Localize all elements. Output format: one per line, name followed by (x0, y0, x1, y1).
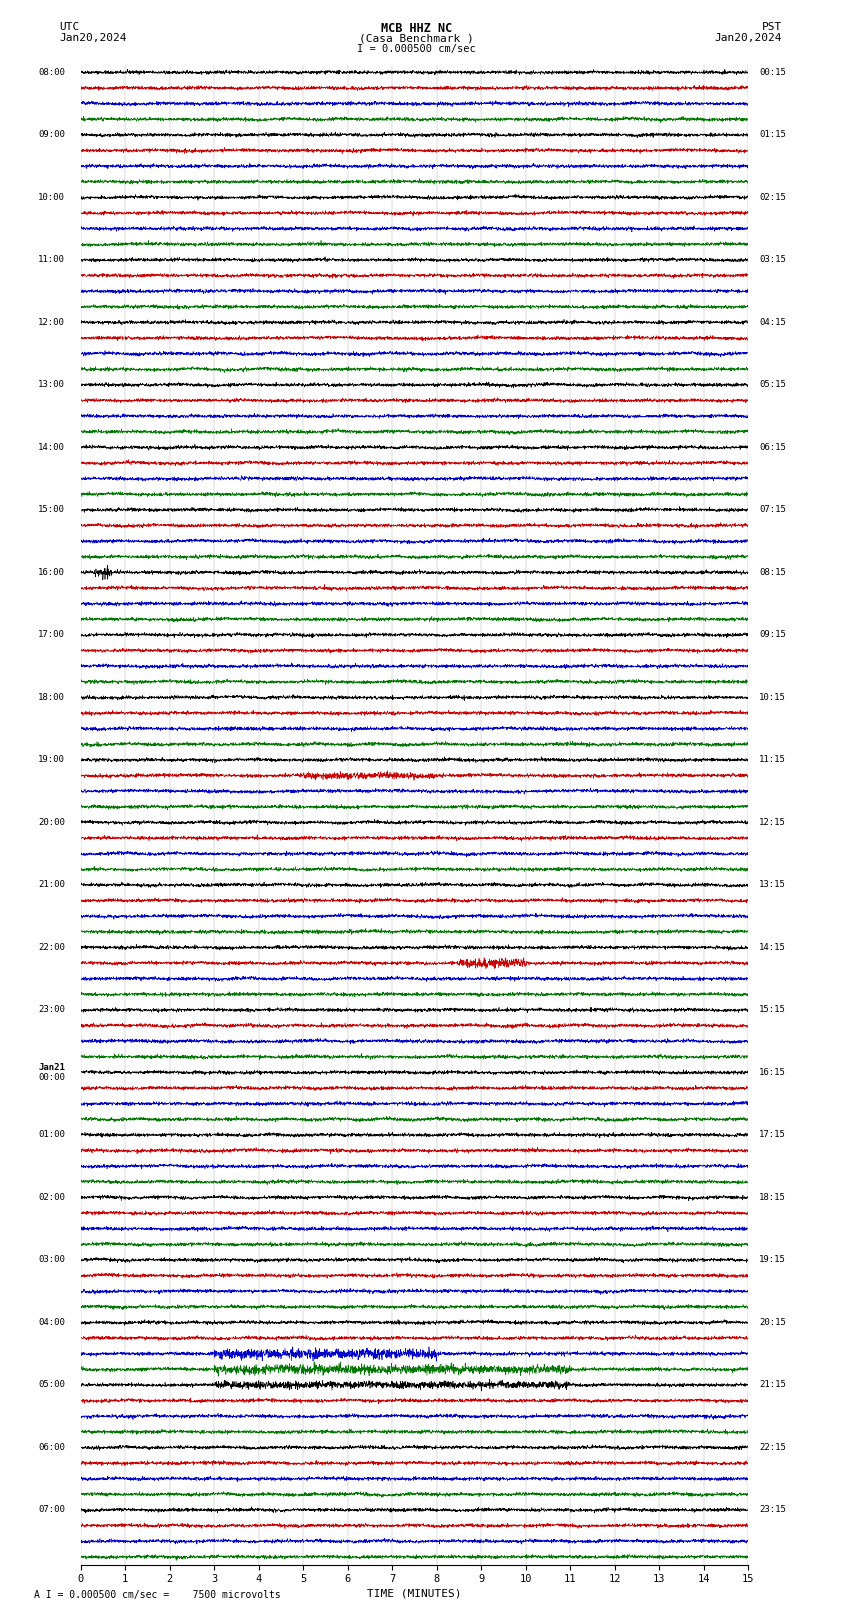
Text: 13:00: 13:00 (38, 381, 65, 389)
Text: 06:15: 06:15 (759, 444, 786, 452)
Text: 04:00: 04:00 (38, 1318, 65, 1327)
Text: 02:15: 02:15 (759, 194, 786, 202)
Text: 08:15: 08:15 (759, 568, 786, 577)
Text: 20:15: 20:15 (759, 1318, 786, 1327)
Text: 10:15: 10:15 (759, 694, 786, 702)
Text: 16:15: 16:15 (759, 1068, 786, 1077)
Text: 21:00: 21:00 (38, 881, 65, 889)
Text: 12:15: 12:15 (759, 818, 786, 827)
Text: 06:00: 06:00 (38, 1444, 65, 1452)
Text: PST: PST (762, 23, 782, 32)
Text: 20:00: 20:00 (38, 818, 65, 827)
Text: 07:00: 07:00 (38, 1505, 65, 1515)
Text: 00:00: 00:00 (38, 1073, 65, 1082)
Text: 03:00: 03:00 (38, 1255, 65, 1265)
Text: 07:15: 07:15 (759, 505, 786, 515)
Text: 11:00: 11:00 (38, 255, 65, 265)
Text: 03:15: 03:15 (759, 255, 786, 265)
Text: 21:15: 21:15 (759, 1381, 786, 1389)
Text: Jan20,2024: Jan20,2024 (60, 32, 127, 44)
Text: A I = 0.000500 cm/sec =    7500 microvolts: A I = 0.000500 cm/sec = 7500 microvolts (34, 1590, 280, 1600)
Text: 05:00: 05:00 (38, 1381, 65, 1389)
Text: (Casa Benchmark ): (Casa Benchmark ) (359, 32, 474, 44)
Text: 22:15: 22:15 (759, 1444, 786, 1452)
Text: 12:00: 12:00 (38, 318, 65, 327)
Text: 17:00: 17:00 (38, 631, 65, 639)
Text: 09:15: 09:15 (759, 631, 786, 639)
Text: 04:15: 04:15 (759, 318, 786, 327)
Text: I = 0.000500 cm/sec: I = 0.000500 cm/sec (357, 44, 476, 55)
Text: Jan21: Jan21 (38, 1063, 65, 1073)
Text: 14:15: 14:15 (759, 944, 786, 952)
Text: 15:00: 15:00 (38, 505, 65, 515)
Text: 23:00: 23:00 (38, 1005, 65, 1015)
Text: 08:00: 08:00 (38, 68, 65, 77)
Text: 13:15: 13:15 (759, 881, 786, 889)
Text: UTC: UTC (60, 23, 80, 32)
Text: 09:00: 09:00 (38, 131, 65, 139)
Text: 14:00: 14:00 (38, 444, 65, 452)
Text: 16:00: 16:00 (38, 568, 65, 577)
Text: 11:15: 11:15 (759, 755, 786, 765)
Text: 01:00: 01:00 (38, 1131, 65, 1139)
Text: 23:15: 23:15 (759, 1505, 786, 1515)
Text: 01:15: 01:15 (759, 131, 786, 139)
Text: 15:15: 15:15 (759, 1005, 786, 1015)
X-axis label: TIME (MINUTES): TIME (MINUTES) (367, 1589, 462, 1598)
Text: MCB HHZ NC: MCB HHZ NC (381, 23, 452, 35)
Text: 18:00: 18:00 (38, 694, 65, 702)
Text: 19:15: 19:15 (759, 1255, 786, 1265)
Text: 05:15: 05:15 (759, 381, 786, 389)
Text: 02:00: 02:00 (38, 1194, 65, 1202)
Text: 17:15: 17:15 (759, 1131, 786, 1139)
Text: 10:00: 10:00 (38, 194, 65, 202)
Text: 00:15: 00:15 (759, 68, 786, 77)
Text: 22:00: 22:00 (38, 944, 65, 952)
Text: 18:15: 18:15 (759, 1194, 786, 1202)
Text: 19:00: 19:00 (38, 755, 65, 765)
Text: Jan20,2024: Jan20,2024 (715, 32, 782, 44)
